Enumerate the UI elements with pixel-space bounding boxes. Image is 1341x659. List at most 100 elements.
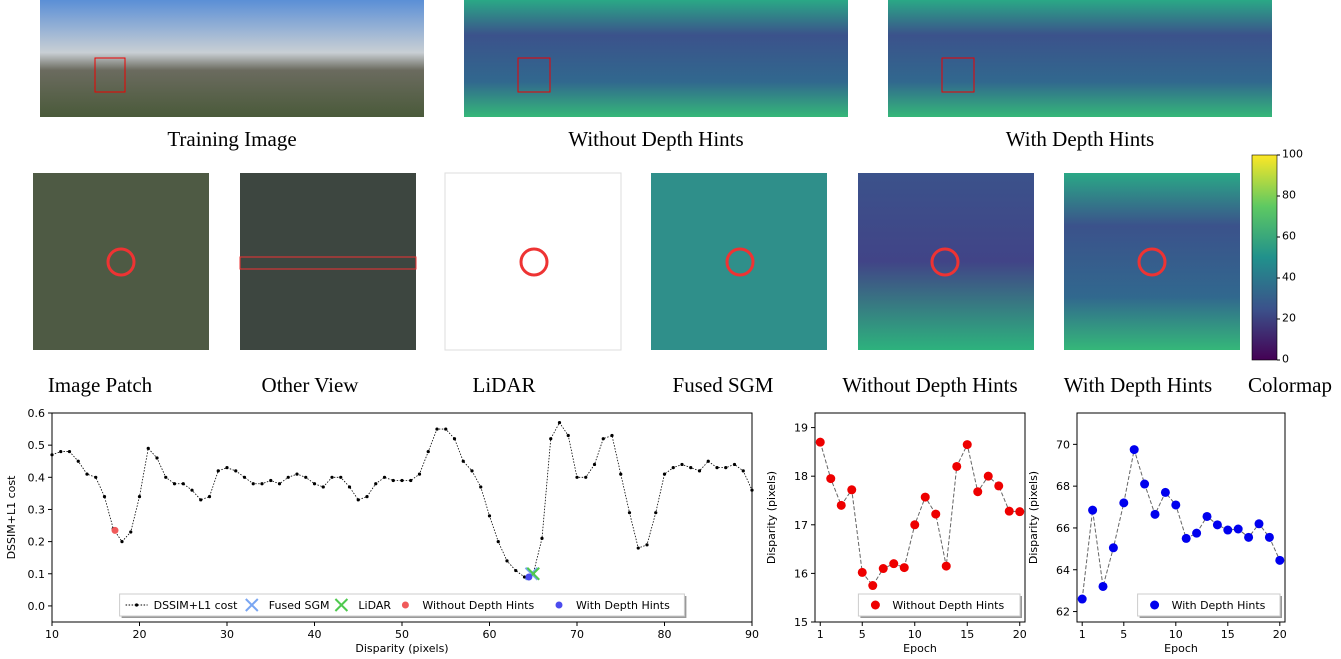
caption: Image Patch (48, 373, 153, 397)
x-tick-label: 20 (1273, 628, 1287, 641)
point (427, 450, 430, 453)
plot-area (52, 413, 752, 622)
caption: Fused SGM (673, 373, 774, 397)
point (182, 482, 185, 485)
marker-dot (921, 493, 930, 502)
point (129, 530, 132, 533)
point (462, 460, 465, 463)
caption: With Depth Hints (1064, 373, 1212, 397)
marker-dot (868, 581, 877, 590)
legend-label: With Depth Hints (576, 599, 670, 612)
colorbar-tick-label: 40 (1282, 271, 1296, 284)
legend-label: LiDAR (358, 599, 391, 612)
point (680, 463, 683, 466)
point (602, 437, 605, 440)
marker-dot (1099, 582, 1108, 591)
x-tick-label: 15 (1221, 628, 1235, 641)
marker-dot (1192, 529, 1201, 538)
point (444, 427, 447, 430)
marker-dot (952, 462, 961, 471)
point (138, 495, 141, 498)
y-tick-label: 17 (794, 519, 808, 532)
point (514, 569, 517, 572)
x-tick-label: 20 (1013, 628, 1027, 641)
x-axis-label: Epoch (903, 642, 937, 655)
y-axis-label: Disparity (pixels) (765, 471, 778, 564)
patch (651, 173, 827, 350)
point (357, 498, 360, 501)
point (392, 479, 395, 482)
point (540, 537, 543, 540)
marker-dot (1171, 500, 1180, 509)
series-line (820, 442, 1020, 585)
marker-dot (1182, 534, 1191, 543)
x-tick-label: 30 (220, 628, 234, 641)
point (733, 463, 736, 466)
marker-dot (931, 510, 940, 519)
marker-dot (1119, 498, 1128, 507)
point (724, 466, 727, 469)
point (584, 476, 587, 479)
y-tick-label: 16 (794, 567, 808, 580)
colorbar-tick-label: 0 (1282, 353, 1289, 366)
caption: Without Depth Hints (568, 127, 743, 151)
x-tick-label: 1 (817, 628, 824, 641)
marker-dot (837, 501, 846, 510)
figure: Training ImageWithout Depth HintsWith De… (0, 0, 1341, 659)
point (68, 450, 71, 453)
point (689, 466, 692, 469)
point (409, 479, 412, 482)
patch (1064, 173, 1240, 350)
marker-dot (1015, 507, 1024, 516)
point (479, 485, 482, 488)
point (497, 540, 500, 543)
point (260, 482, 263, 485)
point (234, 469, 237, 472)
x-tick-label: 5 (859, 628, 866, 641)
y-tick-label: 70 (1056, 438, 1070, 451)
point (628, 511, 631, 514)
point (313, 482, 316, 485)
point (94, 476, 97, 479)
point (750, 489, 753, 492)
point (278, 482, 281, 485)
point (190, 489, 193, 492)
x-tick-label: 40 (308, 628, 322, 641)
marker-dot (1109, 543, 1118, 552)
marker-dot (1150, 601, 1159, 610)
point (120, 540, 123, 543)
x-tick-label: 90 (745, 628, 759, 641)
marker-dot (1275, 556, 1284, 565)
point (243, 476, 246, 479)
x-tick-label: 10 (1169, 628, 1183, 641)
point (295, 472, 298, 475)
point (173, 482, 176, 485)
marker-dot (826, 474, 835, 483)
point (322, 485, 325, 488)
point (330, 476, 333, 479)
point (348, 485, 351, 488)
point (155, 456, 158, 459)
y-tick-label: 0.5 (28, 439, 46, 452)
y-tick-label: 19 (794, 422, 808, 435)
patch (240, 173, 416, 350)
marker-dot (1088, 506, 1097, 515)
marker-dot (1005, 507, 1014, 516)
point (567, 434, 570, 437)
plot-area (1077, 413, 1285, 622)
legend-label: Without Depth Hints (422, 599, 534, 612)
point (435, 427, 438, 430)
colorbar (1252, 155, 1277, 360)
point (199, 498, 202, 501)
x-tick-label: 20 (133, 628, 147, 641)
point (383, 476, 386, 479)
x-tick-label: 10 (908, 628, 922, 641)
marker-dot (984, 472, 993, 481)
x-tick-label: 50 (395, 628, 409, 641)
point (374, 482, 377, 485)
series-line (52, 423, 752, 577)
marker-dot (1244, 533, 1253, 542)
legend-label: Fused SGM (269, 599, 330, 612)
point (304, 476, 307, 479)
series-line (1082, 450, 1280, 599)
